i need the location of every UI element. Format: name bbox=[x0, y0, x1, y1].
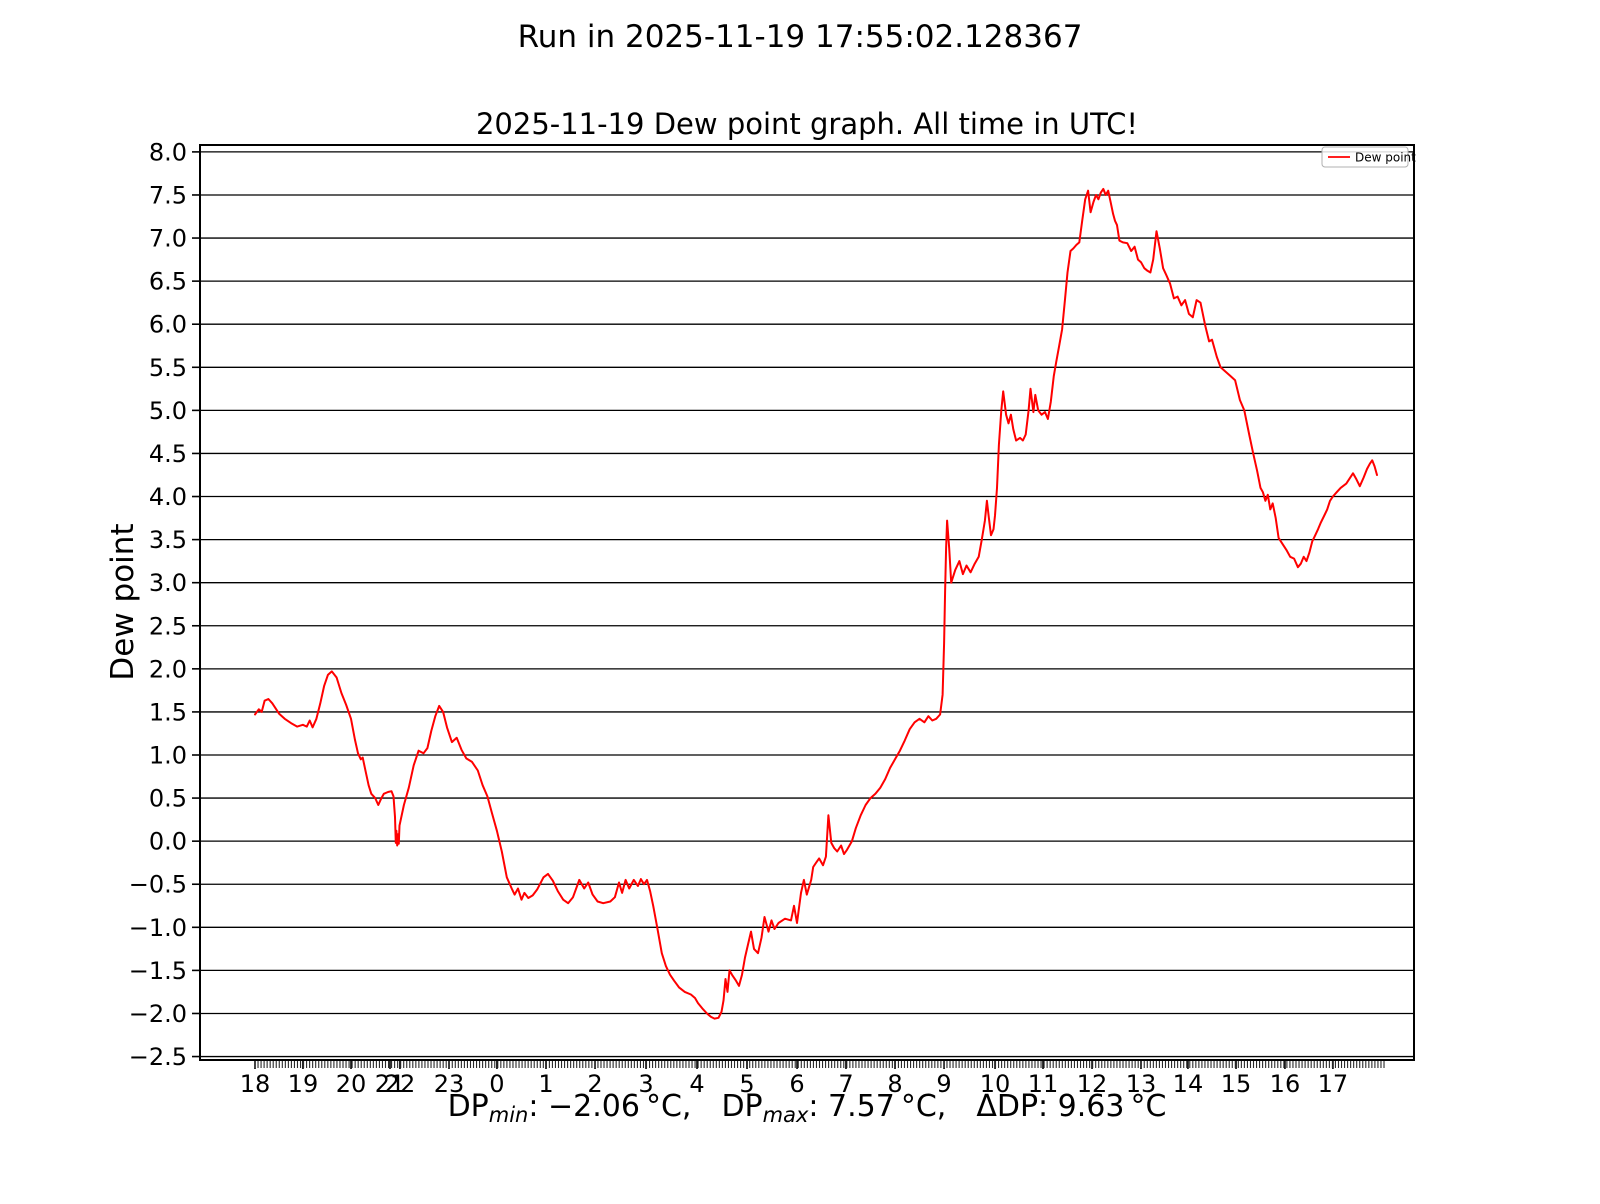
delta-dp-value: ΔDP: 9.63 °C bbox=[976, 1089, 1166, 1124]
dp-min-sub: min bbox=[489, 1103, 529, 1127]
x-tick-label: 22 bbox=[385, 1070, 416, 1098]
x-tick-label: 23 bbox=[434, 1070, 465, 1098]
y-tick-label: 4.0 bbox=[149, 483, 187, 511]
plot-background bbox=[200, 145, 1414, 1060]
x-tick-label: 8 bbox=[887, 1070, 902, 1098]
y-tick-labels: 8.0 7.5 7.0 6.5 6.0 5.5 5.0 4.5 4.0 3.5 3.0 2.5 2.0 1… bbox=[129, 138, 187, 1071]
x-tick-label: 16 bbox=[1270, 1070, 1301, 1098]
y-tick-label: 1.5 bbox=[149, 698, 187, 726]
y-tick-label: 5.5 bbox=[149, 354, 187, 382]
y-tick-label: 1.0 bbox=[149, 742, 187, 770]
chart-title: 2025-11-19 Dew point graph. All time in … bbox=[476, 107, 1138, 141]
dp-min-value: : −2.06 °C, bbox=[528, 1089, 721, 1124]
dp-max-base: DP bbox=[721, 1089, 762, 1124]
x-tick-label: 18 bbox=[240, 1070, 271, 1098]
y-tick-label: 0.0 bbox=[149, 828, 187, 856]
gridlines bbox=[200, 151, 1414, 1058]
x-tick-label: 0 bbox=[489, 1070, 504, 1098]
y-tick-label: 7.0 bbox=[149, 225, 187, 253]
dp-max-value: : 7.57 °C, bbox=[808, 1089, 976, 1124]
y-axis-label: Dew point bbox=[105, 523, 141, 680]
x-tick-label: 5 bbox=[739, 1070, 754, 1098]
y-tick-label: −1.0 bbox=[129, 914, 187, 942]
y-tick-marks bbox=[192, 151, 200, 1058]
x-tick-label: 9 bbox=[936, 1070, 951, 1098]
x-tick-label: 4 bbox=[689, 1070, 704, 1098]
y-tick-label: −2.0 bbox=[129, 1000, 187, 1028]
x-tick-label: 6 bbox=[789, 1070, 804, 1098]
x-tick-label: 7 bbox=[838, 1070, 853, 1098]
x-tick-label: 11 bbox=[1028, 1070, 1059, 1098]
y-tick-label: 6.5 bbox=[149, 268, 187, 296]
y-tick-label: 0.5 bbox=[149, 785, 187, 813]
footer-stats: DPmin: −2.06 °C, DPmax: 7.57 °C, ΔDP: 9.… bbox=[448, 1089, 1167, 1127]
x-tick-label: 14 bbox=[1173, 1070, 1204, 1098]
x-tick-label: 1 bbox=[538, 1070, 553, 1098]
figure-suptitle: Run in 2025-11-19 17:55:02.128367 bbox=[518, 19, 1083, 55]
x-tick-label: 21 bbox=[375, 1070, 406, 1098]
y-tick-label: −2.5 bbox=[129, 1043, 187, 1071]
y-tick-label: 3.0 bbox=[149, 569, 187, 597]
y-tick-label: 2.0 bbox=[149, 655, 187, 683]
y-tick-label: −0.5 bbox=[129, 871, 187, 899]
y-tick-label: 8.0 bbox=[149, 138, 187, 166]
legend-box bbox=[1321, 146, 1409, 168]
x-tick-label: 19 bbox=[288, 1070, 319, 1098]
dew-point-line bbox=[254, 187, 1378, 1020]
x-tick-label: 17 bbox=[1318, 1070, 1349, 1098]
x-tick-label: 13 bbox=[1126, 1070, 1157, 1098]
y-tick-label: 4.5 bbox=[149, 440, 187, 468]
x-tick-label: 10 bbox=[980, 1070, 1011, 1098]
x-minor-tick-band bbox=[254, 1060, 1385, 1068]
y-tick-label: 6.0 bbox=[149, 311, 187, 339]
y-tick-label: 7.5 bbox=[149, 181, 187, 209]
x-tick-label: 2 bbox=[587, 1070, 602, 1098]
y-tick-label: 5.0 bbox=[149, 397, 187, 425]
x-tick-label: 15 bbox=[1221, 1070, 1252, 1098]
y-tick-label: 3.5 bbox=[149, 526, 187, 554]
x-tick-label: 20 bbox=[336, 1070, 367, 1098]
x-tick-label: 12 bbox=[1077, 1070, 1108, 1098]
y-tick-label: 2.5 bbox=[149, 612, 187, 640]
legend-label: Dew point bbox=[1355, 151, 1416, 165]
x-tick-label: 3 bbox=[638, 1070, 653, 1098]
plot-frame bbox=[199, 144, 1415, 1061]
legend: Dew point bbox=[1321, 146, 1416, 168]
y-tick-label: −1.5 bbox=[129, 957, 187, 985]
dp-min-base: DP bbox=[448, 1089, 489, 1124]
dp-max-sub: max bbox=[763, 1103, 809, 1127]
